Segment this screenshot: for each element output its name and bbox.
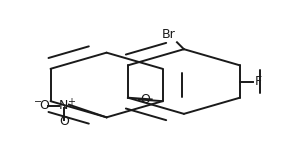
Text: +: +	[67, 97, 75, 107]
Text: N: N	[59, 99, 69, 112]
Text: O: O	[59, 116, 69, 128]
Text: F: F	[255, 75, 262, 88]
Text: O: O	[140, 93, 150, 106]
Text: Br: Br	[162, 28, 176, 41]
Text: −: −	[34, 97, 42, 107]
Text: O: O	[39, 99, 49, 112]
